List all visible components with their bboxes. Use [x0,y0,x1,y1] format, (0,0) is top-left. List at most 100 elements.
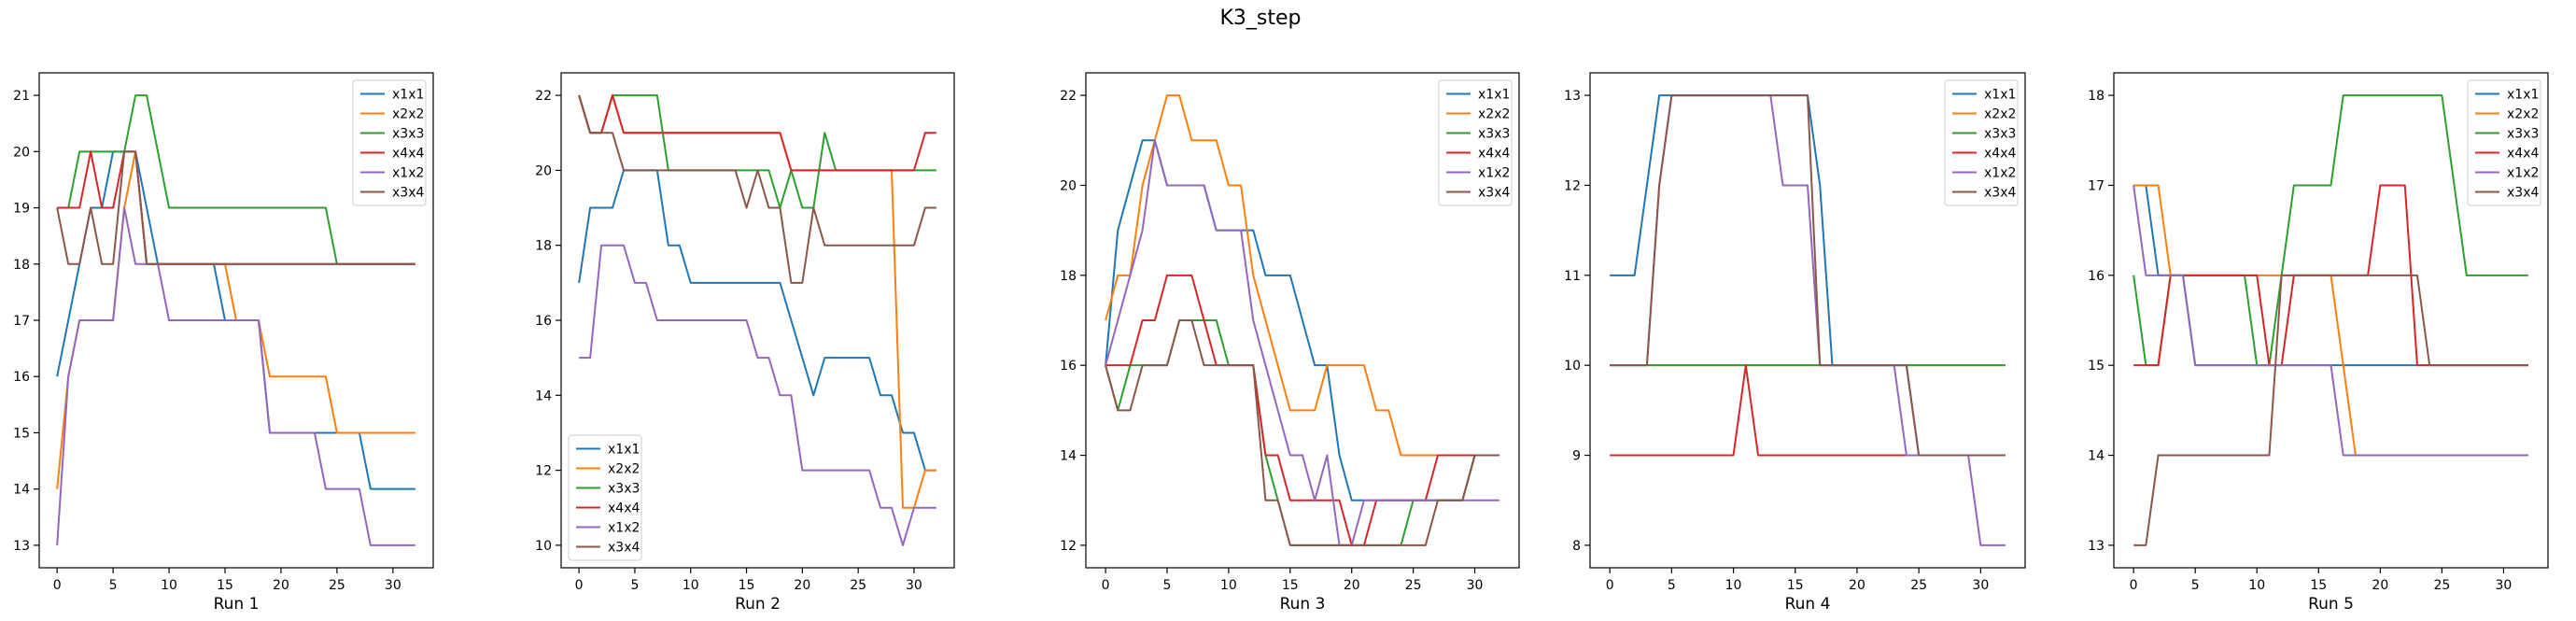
x-tick-label: 30 [1972,578,1989,593]
series-line-x3x4 [2133,274,2528,546]
series-line-x1x2 [56,206,415,546]
legend-label-x2x2: x2x2 [608,462,640,477]
legend-label-x3x3: x3x3 [392,127,424,142]
series-line-x4x4 [1105,274,1499,546]
y-tick-label: 11 [1564,269,1581,284]
legend-label-x1x2: x1x2 [1984,166,2016,181]
y-tick-label: 17 [2088,178,2104,193]
x-tick-label: 30 [385,578,401,593]
legend-label-x2x2: x2x2 [2507,107,2539,122]
legend-label-x1x1: x1x1 [392,88,424,103]
legend-label-x2x2: x2x2 [392,107,424,122]
x-tick-label: 30 [906,578,922,593]
y-tick-label: 16 [13,370,30,385]
series-line-x4x4 [1610,364,2006,457]
y-tick-label: 19 [13,202,30,217]
y-tick-label: 18 [1060,269,1077,284]
legend: x1x1 x2x2 x3x3 x4x4 x1x2 x3x4 [352,79,427,206]
legend-box [568,434,642,561]
y-tick-label: 18 [535,239,552,254]
x-tick-label: 5 [630,578,639,593]
legend-label-x1x1: x1x1 [2507,88,2539,103]
y-tick-label: 9 [1572,449,1581,464]
y-tick-label: 22 [535,89,552,104]
y-tick-label: 8 [1572,539,1581,554]
series-line-x3x4 [1610,94,2006,457]
x-tick-label: 5 [2191,578,2200,593]
x-tick-label: 15 [2310,578,2327,593]
y-tick-label: 12 [535,464,552,479]
legend-label-x3x4: x3x4 [608,541,640,556]
figure-title: K3_step [1219,7,1301,30]
legend-label-x1x2: x1x2 [1478,166,1510,181]
subplot-run-5: 0 5 10 15 20 25 30 13 14 15 16 17 18 Run 5 x1x1 x2x2 x3x… [2088,72,2549,614]
y-tick-label: 12 [1060,539,1077,554]
series-line-x3x3 [578,94,936,209]
series-lines [578,94,936,546]
x-tick-label: 15 [1282,578,1299,593]
legend: x1x1 x2x2 x3x3 x4x4 x1x2 x3x4 [2467,79,2541,206]
legend-label-x4x4: x4x4 [1984,147,2016,162]
legend-label-x3x3: x3x3 [1984,127,2016,142]
x-tick-label: 25 [2433,578,2450,593]
series-line-x2x2 [2133,184,2528,457]
x-tick-label: 0 [1102,578,1110,593]
series-lines [56,94,415,546]
legend-box [1944,79,2019,206]
x-tick-label: 25 [1405,578,1422,593]
y-tick-label: 15 [2088,359,2104,374]
legend: x1x1 x2x2 x3x3 x4x4 x1x2 x3x4 [1944,79,2019,206]
y-tick-label: 14 [13,483,30,498]
series-line-x3x4 [1105,319,1499,546]
legend-label-x3x3: x3x3 [608,482,640,497]
x-tick-label: 15 [217,578,233,593]
series-line-x1x1 [578,169,936,472]
x-tick-label: 0 [2130,578,2138,593]
series-lines [1105,94,1499,546]
y-tick-label: 20 [1060,178,1077,193]
x-tick-label: 20 [2372,578,2388,593]
y-tick-label: 12 [1564,178,1581,193]
x-tick-label: 10 [683,578,699,593]
legend-box [1438,79,1513,206]
y-tick-label: 17 [13,314,30,329]
x-tick-label: 0 [1606,578,1614,593]
x-tick-label: 5 [1668,578,1676,593]
y-tick-label: 16 [1060,359,1077,374]
y-tick-label: 16 [535,314,552,329]
x-tick-label: 25 [850,578,866,593]
y-tick-label: 10 [535,539,552,554]
x-tick-label: 15 [739,578,755,593]
series-line-x3x4 [578,94,936,284]
subplot-grid: 0 5 10 15 20 25 30 13 14 15 16 17 18 19 20 21 Run 1 x1x1 x… [13,72,2549,614]
x-tick-label: 10 [1220,578,1237,593]
axes-frame [2113,72,2549,569]
x-axis-label: Run 1 [214,595,260,614]
legend-label-x1x2: x1x2 [392,166,424,181]
x-tick-label: 5 [109,578,118,593]
x-axis-label: Run 3 [1280,595,1326,614]
x-tick-label: 20 [273,578,289,593]
legend-label-x3x4: x3x4 [2507,186,2539,201]
legend-label-x1x2: x1x2 [608,521,640,536]
x-tick-label: 0 [575,578,584,593]
legend-label-x4x4: x4x4 [1478,147,1510,162]
series-line-x3x4 [56,150,415,265]
x-axis-label: Run 2 [735,595,781,614]
legend: x1x1 x2x2 x3x3 x4x4 x1x2 x3x4 [1438,79,1513,206]
x-tick-label: 30 [1467,578,1484,593]
series-lines [2133,94,2528,546]
y-tick-label: 21 [13,89,30,104]
legend-label-x3x4: x3x4 [392,186,424,201]
x-tick-label: 20 [794,578,810,593]
legend-label-x1x2: x1x2 [2507,166,2539,181]
x-tick-label: 20 [1344,578,1360,593]
legend-box [352,79,427,206]
legend-label-x3x4: x3x4 [1478,186,1510,201]
x-tick-label: 25 [329,578,345,593]
x-tick-label: 15 [1787,578,1804,593]
y-tick-label: 13 [2088,539,2104,554]
legend-label-x1x1: x1x1 [608,443,640,458]
